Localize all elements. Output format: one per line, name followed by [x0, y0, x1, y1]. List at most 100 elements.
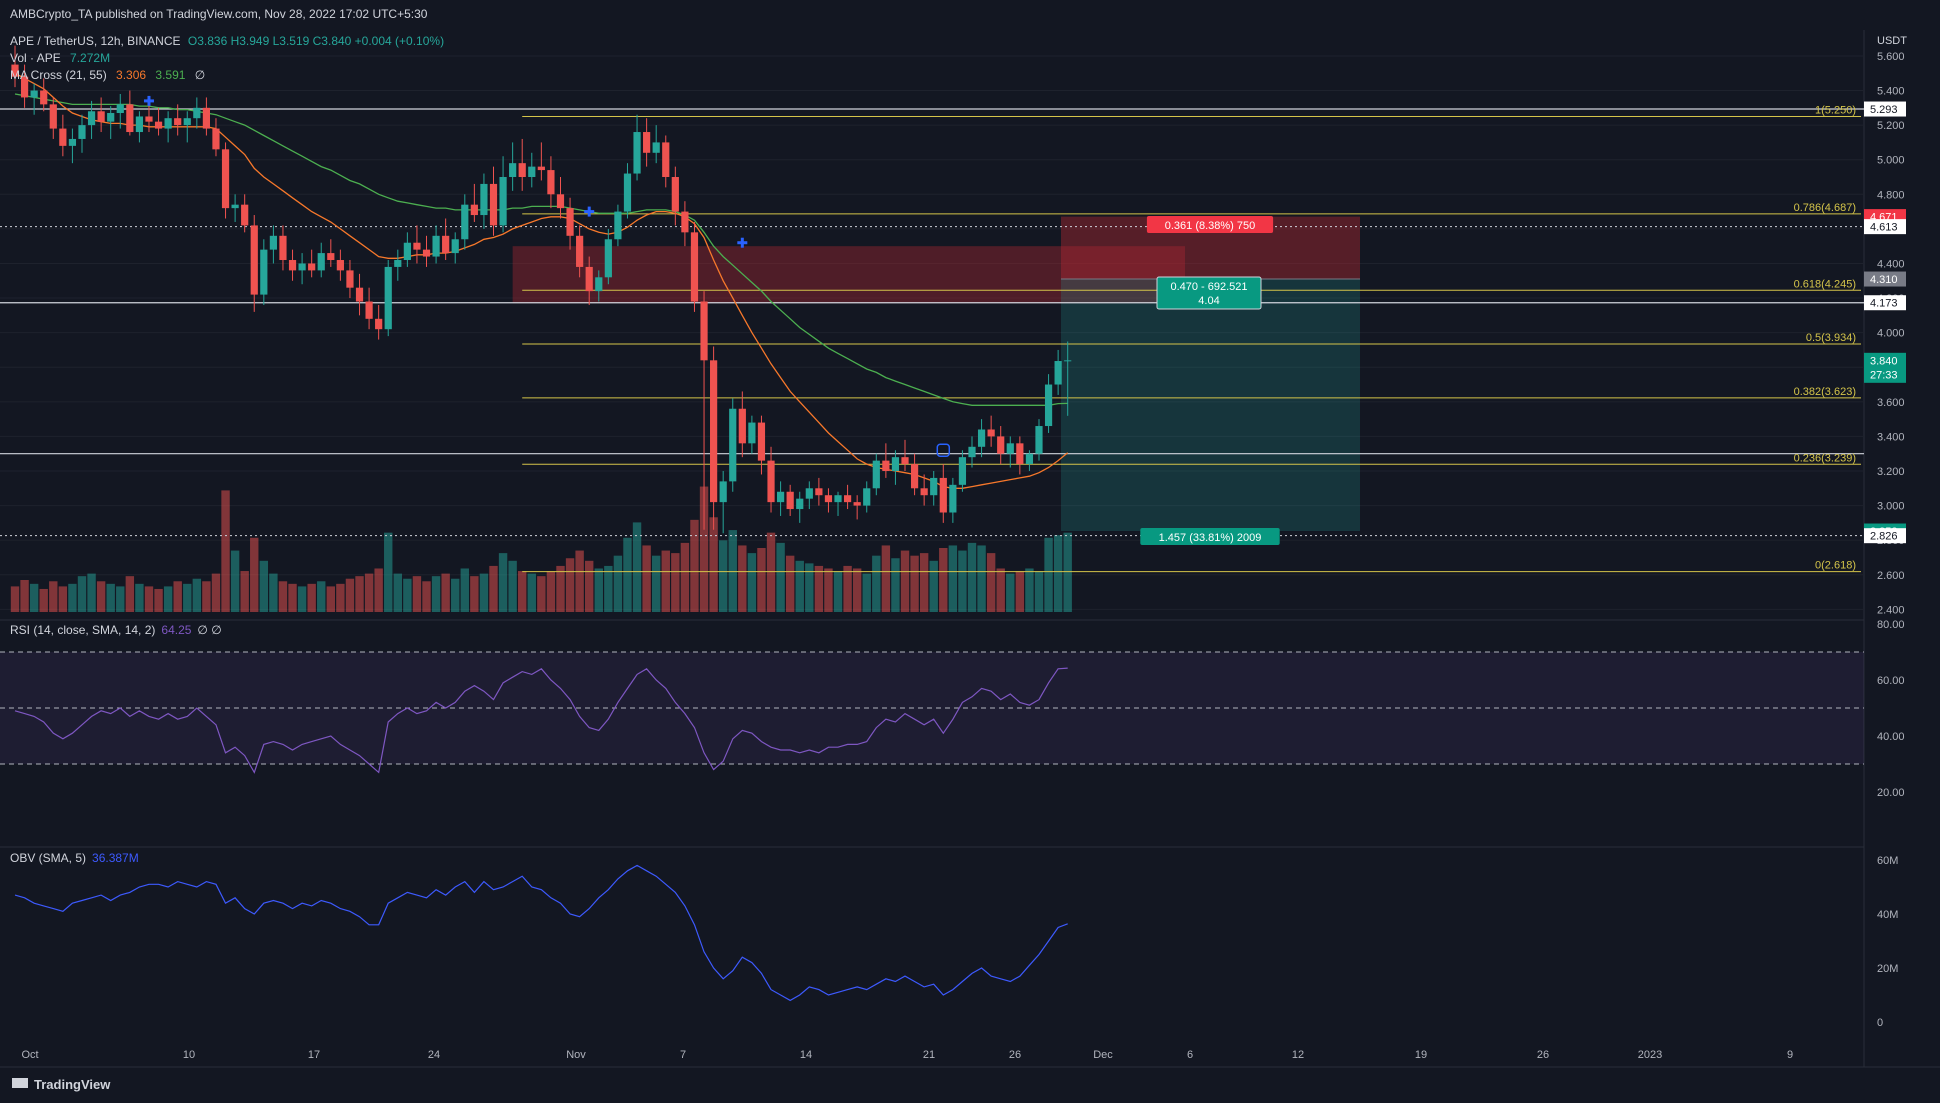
candle[interactable] — [346, 260, 354, 299]
candle[interactable] — [49, 97, 57, 139]
candle[interactable] — [949, 477, 957, 523]
rsi-pane[interactable]: RSI (14, close, SMA, 14, 2) 64.25 ∅ ∅ 80.00… — [0, 619, 1905, 799]
candle[interactable] — [834, 491, 842, 516]
candle[interactable] — [250, 215, 258, 312]
candle[interactable] — [231, 194, 239, 222]
candle[interactable] — [509, 142, 517, 191]
time-axis[interactable]: Oct 10 17 24 Nov 7 14 21 26 Dec 6 12 19 26 2023 9 — [21, 1049, 1793, 1061]
candle[interactable] — [365, 287, 373, 330]
candle[interactable] — [537, 142, 545, 181]
candle[interactable] — [968, 436, 976, 468]
candle[interactable] — [977, 419, 986, 458]
candle[interactable] — [901, 439, 909, 471]
candle[interactable] — [20, 64, 29, 108]
candle[interactable] — [585, 256, 593, 305]
candle[interactable] — [260, 239, 268, 305]
candle[interactable] — [920, 474, 928, 506]
candle[interactable] — [863, 481, 871, 513]
candle[interactable] — [1006, 436, 1014, 468]
candlesticks[interactable] — [11, 45, 1072, 534]
candle[interactable] — [815, 477, 823, 506]
candle[interactable] — [221, 142, 230, 219]
candle[interactable] — [843, 484, 852, 510]
stop-label[interactable]: 0.361 (8.38%) 750 — [1146, 216, 1274, 233]
candle[interactable] — [566, 197, 574, 250]
candle[interactable] — [87, 100, 96, 139]
tradingview-logo[interactable]: TradingView — [12, 1077, 111, 1092]
candle[interactable] — [997, 426, 1005, 465]
candle[interactable] — [336, 249, 344, 281]
candle[interactable] — [910, 453, 919, 496]
candle[interactable] — [633, 114, 641, 181]
obv-pane[interactable]: OBV (SMA, 5) 36.387M 60M 40M 20M 0 — [10, 851, 1898, 1029]
candle[interactable] — [145, 102, 153, 133]
candle[interactable] — [786, 484, 794, 516]
candle[interactable] — [174, 104, 182, 136]
candle[interactable] — [767, 446, 775, 513]
candle[interactable] — [1035, 419, 1043, 461]
candle[interactable] — [719, 471, 727, 534]
candle[interactable] — [480, 173, 488, 229]
candle[interactable] — [59, 114, 67, 157]
candle[interactable] — [1025, 450, 1034, 471]
candle[interactable] — [40, 78, 48, 112]
candle[interactable] — [126, 90, 134, 136]
candle[interactable] — [97, 97, 105, 133]
candle[interactable] — [681, 201, 689, 247]
candle[interactable] — [1064, 341, 1072, 416]
candle[interactable] — [872, 453, 880, 496]
candle[interactable] — [30, 83, 38, 115]
candle[interactable] — [738, 391, 746, 458]
candle[interactable] — [279, 225, 287, 271]
candle[interactable] — [595, 270, 603, 302]
candle[interactable] — [11, 45, 19, 88]
candle[interactable] — [748, 415, 756, 454]
candle[interactable] — [1054, 349, 1062, 395]
position-labels[interactable]: 0.361 (8.38%) 750 0.470 - 692.521 4.04 1.45… — [1140, 216, 1280, 545]
candle[interactable] — [939, 464, 947, 523]
candle[interactable] — [891, 450, 900, 485]
candle[interactable] — [241, 194, 249, 233]
candle[interactable] — [796, 491, 804, 523]
candle[interactable] — [700, 291, 708, 530]
candle[interactable] — [432, 225, 440, 264]
candle[interactable] — [317, 242, 325, 278]
candle[interactable] — [1016, 436, 1024, 475]
candle[interactable] — [528, 152, 536, 188]
target-label[interactable]: 1.457 (33.81%) 2009 — [1140, 528, 1280, 545]
candle[interactable] — [422, 235, 431, 267]
candle[interactable] — [652, 125, 660, 164]
candle[interactable] — [623, 163, 632, 219]
candle[interactable] — [824, 488, 833, 513]
candle[interactable] — [556, 177, 565, 219]
candle[interactable] — [135, 111, 144, 143]
candle[interactable] — [757, 415, 766, 475]
candle[interactable] — [1044, 374, 1053, 433]
candle[interactable] — [930, 471, 938, 506]
candle[interactable] — [164, 111, 172, 143]
candle[interactable] — [193, 97, 201, 129]
candle[interactable] — [470, 183, 478, 222]
candle[interactable] — [212, 118, 220, 157]
candle[interactable] — [413, 225, 421, 264]
candle[interactable] — [451, 232, 459, 264]
candle[interactable] — [690, 221, 699, 312]
candle[interactable] — [308, 249, 316, 278]
candle[interactable] — [68, 128, 77, 164]
candle[interactable] — [614, 204, 622, 247]
candle[interactable] — [403, 232, 411, 267]
candle[interactable] — [154, 107, 163, 136]
candle[interactable] — [576, 225, 584, 278]
candle[interactable] — [518, 138, 526, 191]
candle[interactable] — [805, 481, 813, 510]
candle[interactable] — [489, 166, 498, 236]
candle[interactable] — [958, 450, 967, 492]
price-axis[interactable]: USDT5.6005.4005.2005.0004.8004.6004.4004… — [1864, 35, 1907, 616]
candle[interactable] — [298, 253, 306, 285]
candle[interactable] — [662, 135, 670, 188]
candle[interactable] — [327, 239, 335, 267]
candle[interactable] — [777, 481, 785, 516]
candle[interactable] — [355, 273, 364, 316]
candle[interactable] — [394, 249, 402, 281]
